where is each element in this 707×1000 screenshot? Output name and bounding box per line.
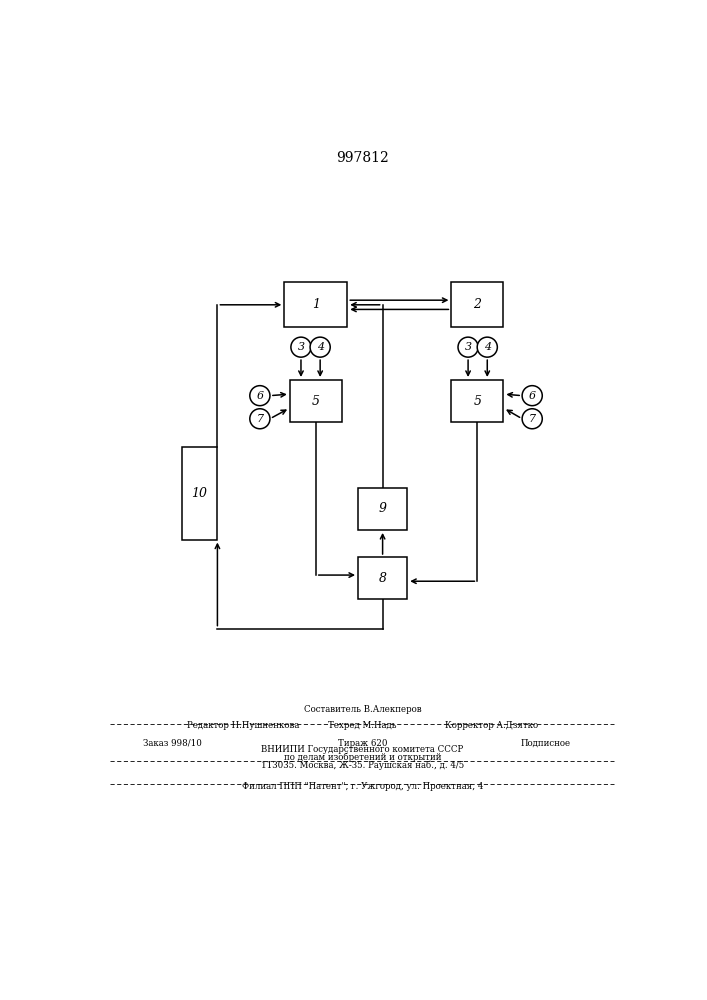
Text: 7: 7 [257, 414, 264, 424]
Text: 9: 9 [379, 502, 387, 515]
Bar [451, 282, 503, 327]
Text: 6: 6 [257, 391, 264, 401]
Text: 1: 1 [312, 298, 320, 311]
Text: по делам изобретений и открытий: по делам изобретений и открытий [284, 753, 441, 762]
Text: 10: 10 [192, 487, 208, 500]
Text: ВНИИПИ Государственного комитета СССР: ВНИИПИ Государственного комитета СССР [261, 745, 464, 754]
Text: Тираж 620: Тираж 620 [337, 739, 387, 748]
Ellipse shape [522, 409, 542, 429]
Text: 4: 4 [317, 342, 324, 352]
Text: 3: 3 [464, 342, 472, 352]
Bar [358, 557, 407, 599]
Ellipse shape [250, 386, 270, 406]
Bar [358, 488, 407, 530]
Ellipse shape [477, 337, 497, 357]
Ellipse shape [310, 337, 330, 357]
Bar [290, 380, 341, 422]
Bar [182, 447, 218, 540]
Text: Подписное: Подписное [520, 739, 571, 748]
Text: Заказ 998/10: Заказ 998/10 [144, 739, 202, 748]
Bar [451, 380, 503, 422]
Text: 5: 5 [312, 395, 320, 408]
Text: 997812: 997812 [336, 151, 389, 165]
Bar [284, 282, 347, 327]
Text: 8: 8 [379, 572, 387, 585]
Text: 4: 4 [484, 342, 491, 352]
Text: 113035. Москва, Ж-35. Раушская наб., д. 4/5: 113035. Москва, Ж-35. Раушская наб., д. … [261, 760, 464, 770]
Ellipse shape [522, 386, 542, 406]
Text: Техред М.Надь: Техред М.Надь [328, 721, 397, 730]
Text: Корректор А.Дзятко: Корректор А.Дзятко [445, 721, 538, 730]
Text: 3: 3 [298, 342, 305, 352]
Ellipse shape [250, 409, 270, 429]
Ellipse shape [291, 337, 311, 357]
Text: Редактор Н.Пушненкова: Редактор Н.Пушненкова [187, 721, 299, 730]
Text: 2: 2 [474, 298, 481, 311]
Text: Филиал ППП "Патент", г. Ужгород, ул. Проектная, 4: Филиал ППП "Патент", г. Ужгород, ул. Про… [242, 782, 483, 791]
Text: Составитель В.Алекперов: Составитель В.Алекперов [303, 705, 421, 714]
Ellipse shape [458, 337, 478, 357]
Text: 6: 6 [529, 391, 536, 401]
Text: 5: 5 [474, 395, 481, 408]
Text: 7: 7 [529, 414, 536, 424]
